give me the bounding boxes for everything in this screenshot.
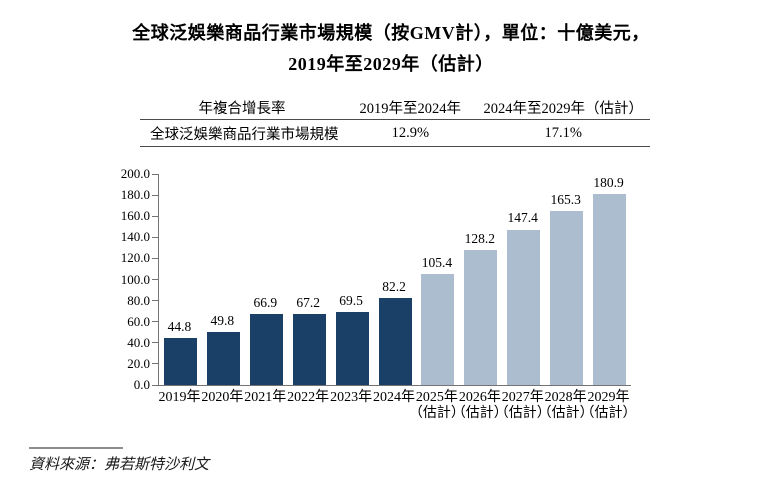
cagr-header-metric: 年複合增長率 (198, 101, 286, 117)
x-axis-label: 2023年 (319, 390, 383, 406)
x-axis-label: 2020年 (190, 390, 254, 406)
bar-2024年 (378, 298, 412, 385)
bar-value-label: 69.5 (339, 292, 363, 308)
bar-2021年 (249, 314, 283, 385)
x-axis-estimate-suffix: （估計） (451, 406, 508, 421)
y-axis-tick-label: 20.0 (127, 355, 150, 371)
bar-value-label: 165.3 (550, 191, 581, 207)
x-axis-label: 2021年 (233, 390, 297, 406)
source-note: 資料來源：弗若斯特沙利文 (29, 457, 210, 473)
cagr-table-data-row: 全球泛娛樂商品行業市場規模 12.9% 17.1% (140, 119, 650, 147)
bar-value-label: 49.8 (210, 313, 235, 329)
bar-2027年 (507, 229, 541, 385)
cagr-table-header-row: 年複合增長率 2019年至2024年 2024年至2029年（估計） (140, 96, 650, 119)
y-axis-tick (152, 321, 158, 323)
bar-2026年 (464, 249, 498, 385)
y-axis-tick-label: 160.0 (120, 208, 150, 224)
x-axis-year: 2020年 (201, 390, 244, 405)
chart-title-line1: 全球泛娛樂商品行業市場規模（按GMV計），單位：十億美元， (132, 23, 650, 43)
y-axis-tick-label: 60.0 (127, 313, 150, 329)
y-axis-tick (152, 300, 158, 302)
x-axis-year: 2025年 (415, 390, 458, 405)
bar-2029年 (593, 194, 627, 385)
x-axis-label: 2027年 （估計） (491, 390, 555, 422)
cagr-table: 年複合增長率 2019年至2024年 2024年至2029年（估計） 全球泛娛樂… (140, 96, 650, 147)
y-axis-tick-label: 200.0 (120, 166, 150, 181)
bar-value-label: 67.2 (296, 295, 320, 311)
bar-2020年 (206, 332, 240, 385)
chart-title-line2: 2019年至2029年（估計） (288, 54, 494, 74)
bar-value-label: 180.9 (593, 175, 624, 191)
x-axis-year: 2023年 (330, 390, 373, 405)
y-axis-tick (152, 215, 158, 217)
bar-2028年 (550, 210, 584, 385)
x-axis-estimate-suffix: （估計） (408, 406, 465, 421)
bar-2025年 (421, 273, 455, 385)
bar-2022年 (292, 314, 326, 385)
source-divider (29, 447, 123, 449)
bar-value-label: 128.2 (464, 230, 495, 246)
y-axis-tick (152, 194, 158, 196)
y-axis-tick (152, 236, 158, 238)
x-axis-year: 2028年 (544, 390, 587, 405)
y-axis-tick (152, 173, 158, 175)
cagr-header-2024-2029: 2024年至2029年（估計） (483, 101, 644, 117)
y-axis-tick (152, 363, 158, 365)
chart-title: 全球泛娛樂商品行業市場規模（按GMV計），單位：十億美元， 2019年至2029… (0, 18, 782, 80)
bar-2023年 (335, 311, 369, 385)
x-axis-estimate-suffix: （估計） (494, 406, 551, 421)
cagr-value-2019-2024: 12.9% (391, 124, 430, 141)
x-axis-label: 2025年 （估計） (405, 390, 469, 422)
cagr-value-2024-2029: 17.1% (544, 124, 583, 141)
x-axis-label: 2028年 （估計） (534, 390, 598, 422)
bar-value-label: 147.4 (507, 210, 538, 226)
y-axis-tick-label: 120.0 (120, 250, 150, 266)
x-axis-year: 2026年 (458, 390, 501, 405)
x-axis-estimate-suffix: （估計） (537, 406, 594, 421)
bar-value-label: 82.2 (382, 279, 406, 295)
y-axis-tick-label: 40.0 (127, 334, 150, 350)
y-axis-tick-label: 140.0 (120, 229, 150, 245)
y-axis-tick (152, 384, 158, 386)
cagr-header-2019-2024: 2019年至2024年 (359, 101, 462, 117)
bar-value-label: 105.4 (421, 254, 453, 270)
x-axis-label: 2029年 （估計） (577, 390, 641, 422)
x-axis-label: 2019年 (147, 390, 211, 406)
y-axis-tick-label: 180.0 (120, 187, 150, 203)
plot-area (158, 174, 631, 386)
x-axis-year: 2024年 (373, 390, 415, 405)
cagr-row-label: 全球泛娛樂商品行業市場規模 (150, 126, 339, 143)
y-axis-tick (152, 342, 158, 344)
bar-2019年 (163, 337, 197, 385)
x-axis-label: 2022年 (276, 390, 340, 406)
y-axis-tick-label: 100.0 (120, 271, 150, 287)
x-axis-year: 2029年 (587, 390, 630, 405)
bar-value-label: 66.9 (253, 295, 278, 311)
x-axis-year: 2019年 (158, 390, 201, 405)
x-axis-year: 2021年 (244, 390, 287, 405)
y-axis-tick-label: 0.0 (133, 377, 150, 392)
x-axis-year: 2022年 (287, 390, 330, 405)
x-axis-label: 2024年 (362, 390, 426, 406)
y-axis-tick (152, 257, 158, 259)
y-axis-tick (152, 279, 158, 280)
x-axis-label: 2026年 （估計） (448, 390, 512, 422)
x-axis-year: 2027年 (501, 390, 544, 405)
bar-value-label: 44.8 (167, 318, 192, 334)
y-axis-tick-label: 80.0 (127, 292, 150, 308)
x-axis-estimate-suffix: （估計） (580, 406, 637, 421)
